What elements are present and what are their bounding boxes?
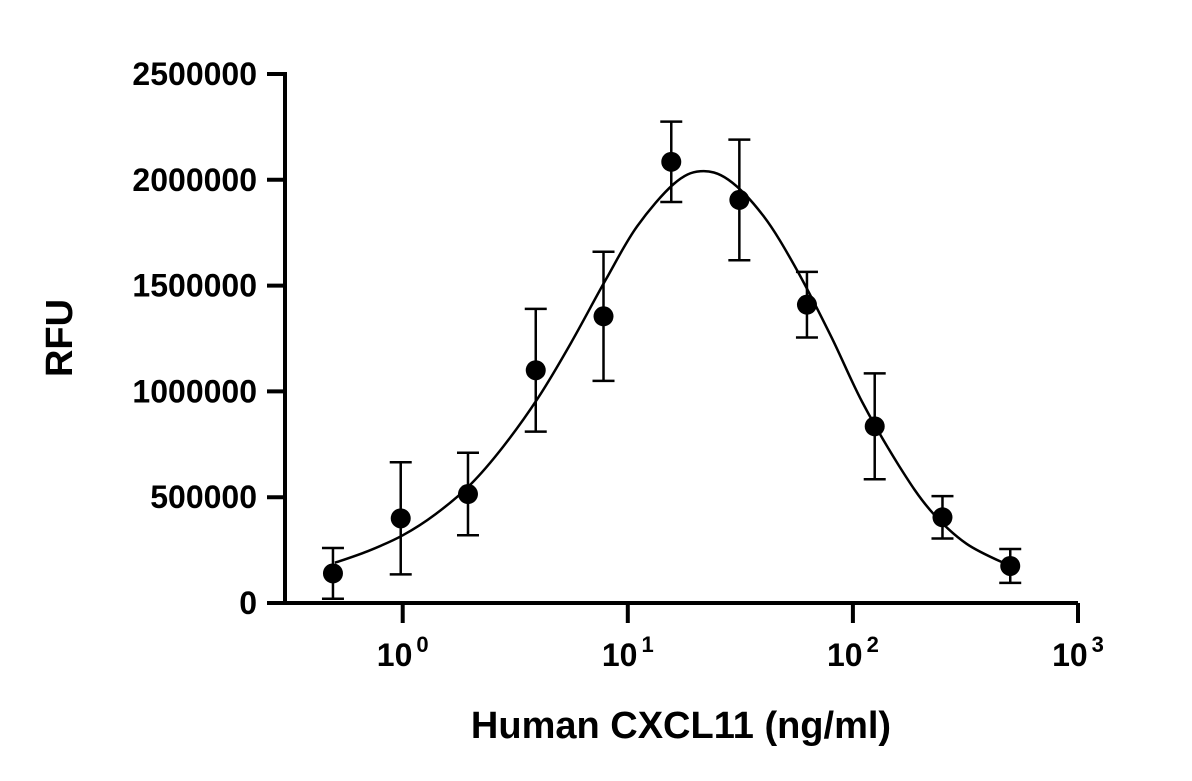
- y-tick-label: 1500000: [132, 268, 257, 304]
- x-tick-label: 10 0: [377, 632, 429, 673]
- y-tick-label: 0: [239, 585, 257, 621]
- y-tick-label: 2000000: [132, 162, 257, 198]
- y-tick-label: 1000000: [132, 373, 257, 409]
- y-axis: 0 500000 1000000 1500000 2000000 2500000: [132, 56, 287, 621]
- data-points: [322, 151, 1021, 584]
- data-point: [390, 508, 411, 529]
- y-tick-label: 500000: [150, 479, 257, 515]
- data-point: [864, 416, 885, 437]
- data-point: [593, 306, 614, 327]
- fit-curve-layer: [334, 169, 1011, 568]
- data-point: [932, 507, 953, 528]
- x-tick-label: 10 2: [827, 632, 879, 673]
- data-point: [796, 294, 817, 315]
- x-tick-label: 10 3: [1052, 632, 1104, 673]
- error-bars: [321, 120, 1022, 601]
- x-axis: 10 0 10 1 10 2 10 3: [283, 601, 1104, 673]
- x-tick-label: 10 1: [602, 632, 654, 673]
- data-point: [525, 360, 546, 381]
- y-axis-title: RFU: [39, 299, 81, 377]
- data-point: [1000, 555, 1021, 576]
- data-point: [322, 563, 343, 584]
- y-tick-label: 2500000: [132, 56, 257, 92]
- x-axis-title: Human CXCL11 (ng/ml): [471, 705, 891, 747]
- fit-curve: [334, 169, 1011, 568]
- data-point: [661, 151, 682, 172]
- data-point: [729, 189, 750, 210]
- data-point: [457, 484, 478, 505]
